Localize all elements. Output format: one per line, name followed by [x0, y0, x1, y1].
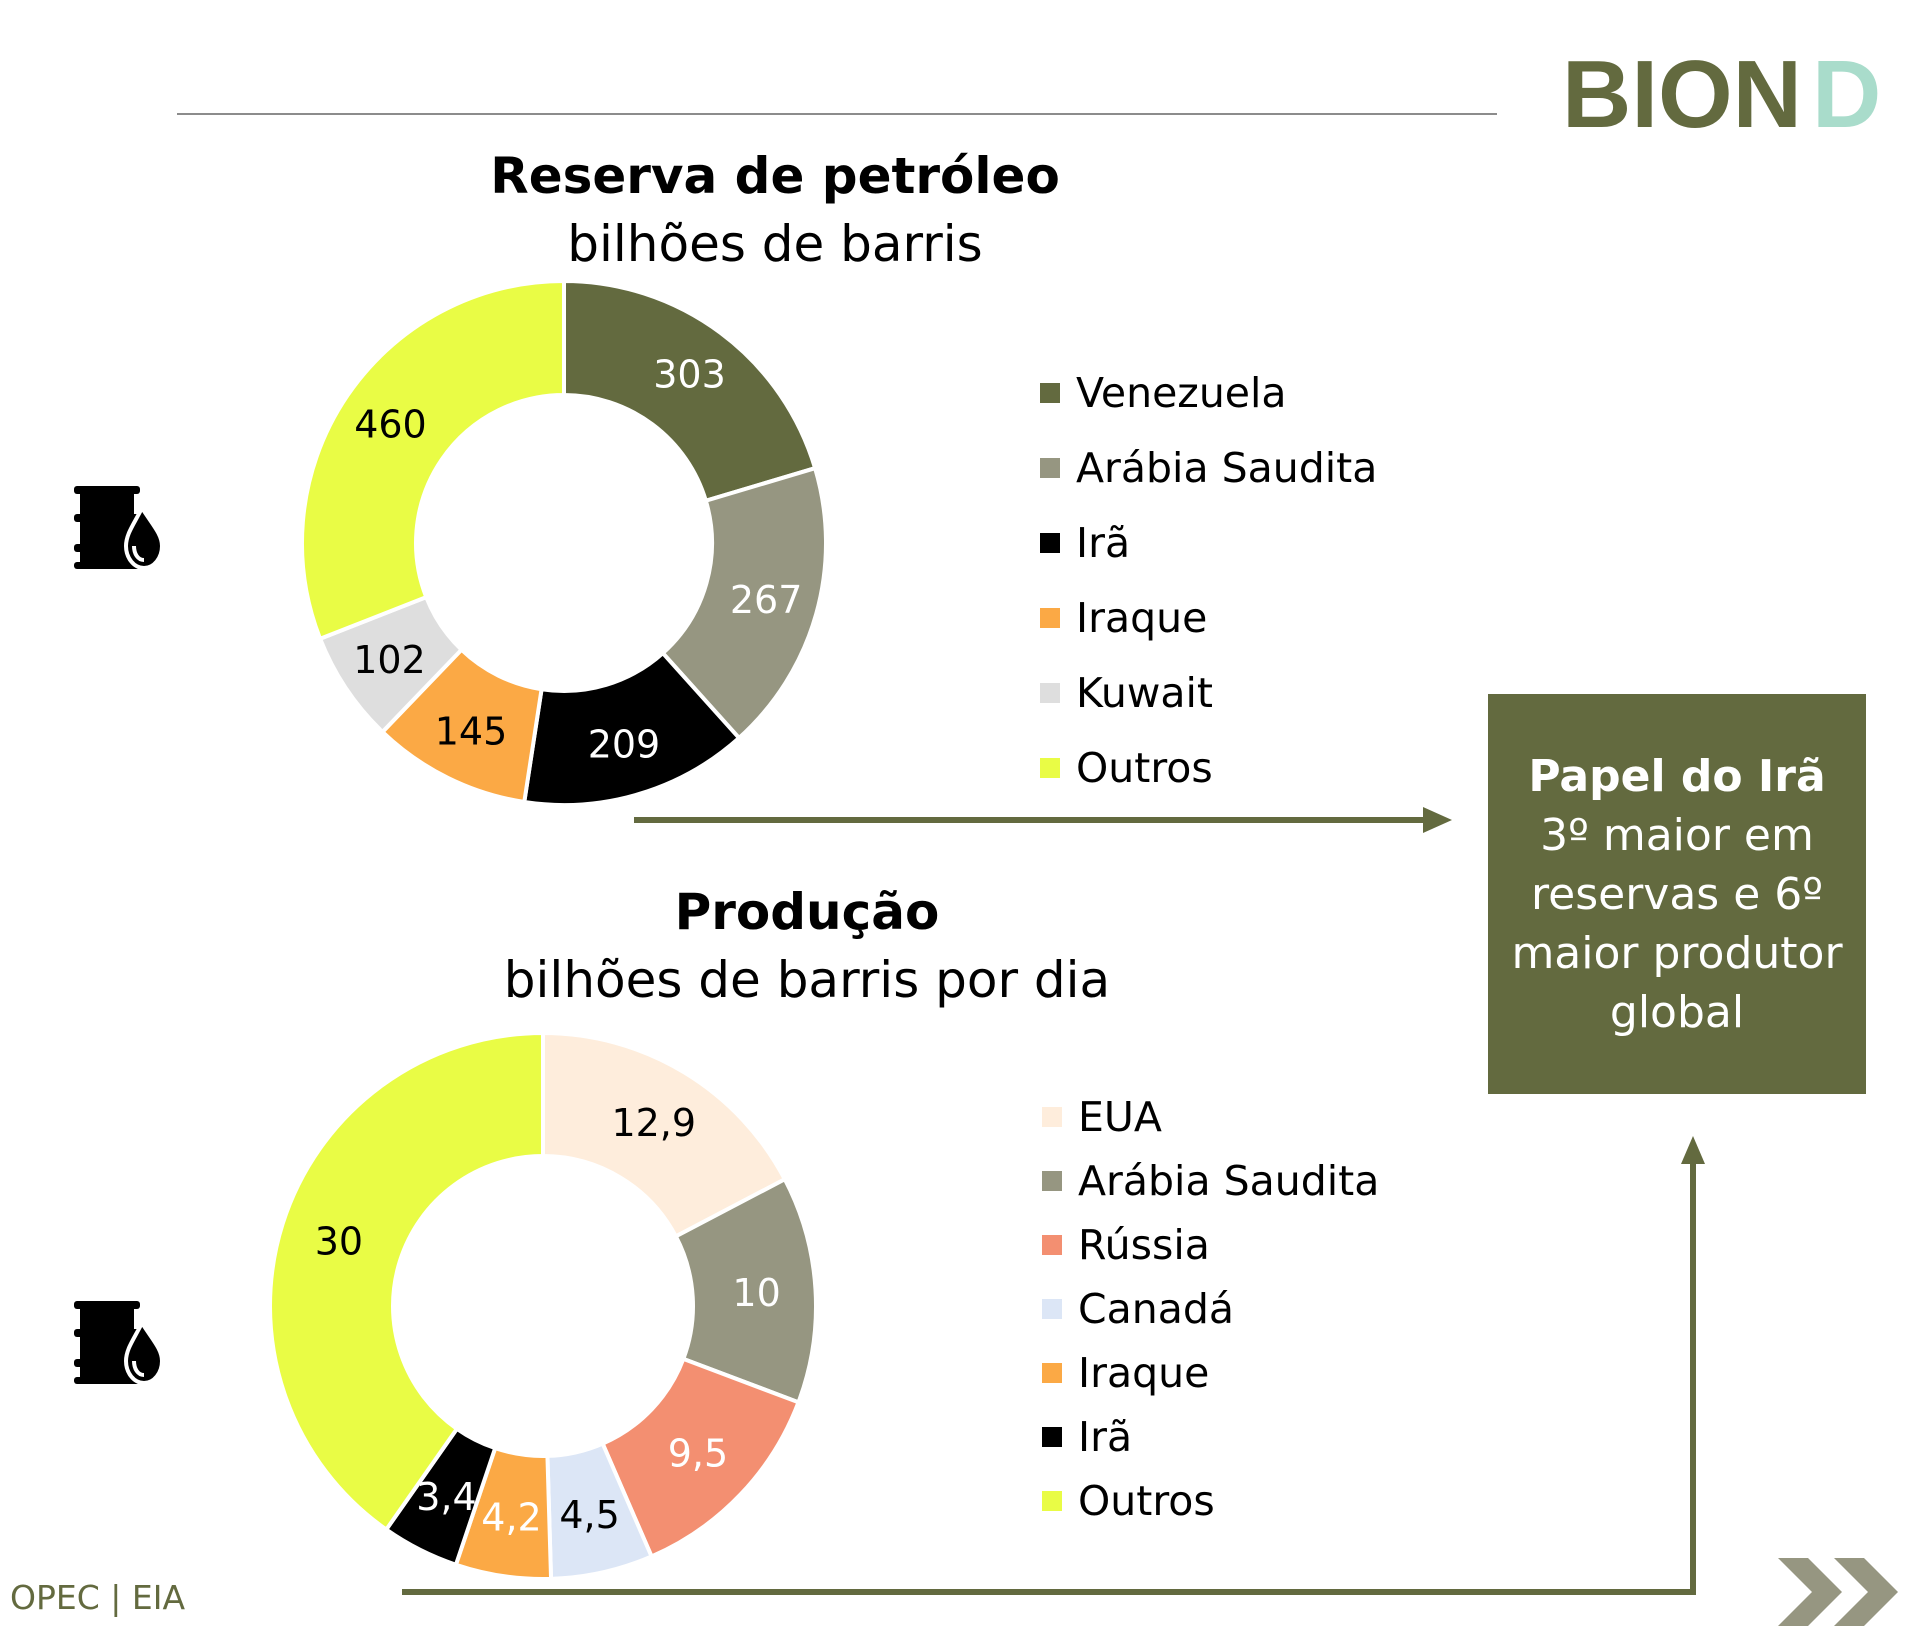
- production-label-arabia-saudita: 10: [732, 1271, 780, 1315]
- logo-text-accent: D: [1812, 41, 1880, 145]
- reserves-slice-outros: [300, 278, 566, 642]
- production-label-outros: 30: [315, 1220, 363, 1264]
- reserves-arrow-head: [1423, 807, 1452, 833]
- legend-label: Irã: [1078, 1413, 1133, 1461]
- biond-logo: BION D: [1562, 41, 1880, 145]
- legend-label: Arábia Saudita: [1078, 1157, 1380, 1205]
- legend-swatch: [1040, 532, 1060, 553]
- production-legend-item-arabia-saudita: Arábia Saudita: [1042, 1149, 1462, 1213]
- legend-label: Outros: [1076, 743, 1213, 792]
- production-arrow-head: [1681, 1136, 1705, 1164]
- reserves-slice-arabia-saudita: [660, 465, 828, 741]
- reserves-label-venezuela: 303: [653, 353, 726, 397]
- legend-swatch: [1042, 1107, 1062, 1127]
- production-legend-item-iraque: Iraque: [1042, 1341, 1462, 1405]
- callout-body: 3º maior em reservas e 6º maior produtor…: [1511, 809, 1843, 1038]
- legend-swatch: [1042, 1299, 1062, 1319]
- reserves-legend-item-ira: Irã: [1040, 505, 1460, 580]
- production-label-eua: 12,9: [611, 1101, 696, 1145]
- production-label-iraque: 4,2: [481, 1496, 541, 1540]
- reserves-slice-venezuela: [562, 278, 818, 504]
- reserves-label-iraque: 145: [435, 709, 508, 753]
- legend-label: Iraque: [1076, 593, 1208, 642]
- reserves-chart-subtitle: bilhões de barris: [567, 215, 983, 273]
- production-legend-item-russia: Rússia: [1042, 1213, 1462, 1277]
- production-legend-item-canada: Canadá: [1042, 1277, 1462, 1341]
- reserves-label-arabia-saudita: 267: [730, 578, 803, 622]
- production-legend-item-eua: EUA: [1042, 1085, 1462, 1149]
- production-donut-chart: 12,9 10 9,5 4,5 4,23,4 30: [268, 1030, 818, 1581]
- legend-label: Venezuela: [1076, 368, 1287, 417]
- reserves-legend-item-venezuela: Venezuela: [1040, 355, 1460, 430]
- production-legend: EUA Arábia Saudita Rússia Canadá Iraque Irã Ou…: [1042, 1085, 1462, 1533]
- production-chart-title: Produção: [674, 883, 940, 941]
- legend-swatch: [1040, 382, 1060, 403]
- reserves-label-outros: 460: [354, 403, 427, 447]
- oil-barrel-icon: [70, 480, 166, 571]
- legend-label: EUA: [1078, 1093, 1162, 1141]
- callout-title: Papel do Irã: [1528, 750, 1826, 802]
- production-legend-item-ira: Irã: [1042, 1405, 1462, 1469]
- legend-label: Irã: [1076, 518, 1131, 567]
- production-legend-item-outros: Outros: [1042, 1469, 1462, 1533]
- legend-label: Outros: [1078, 1477, 1215, 1525]
- legend-swatch: [1042, 1171, 1062, 1191]
- legend-swatch: [1042, 1235, 1062, 1255]
- legend-label: Canadá: [1078, 1285, 1235, 1333]
- legend-label: Rússia: [1078, 1221, 1210, 1269]
- reserves-legend-item-arabia-saudita: Arábia Saudita: [1040, 430, 1460, 505]
- legend-swatch: [1042, 1427, 1062, 1447]
- reserves-chart-title: Reserva de petróleo: [490, 147, 1060, 205]
- reserves-legend: Venezuela Arábia Saudita Irã Iraque Kuwait Ou…: [1040, 355, 1460, 805]
- legend-swatch: [1040, 457, 1060, 478]
- reserves-label-kuwait: 102: [353, 638, 426, 682]
- production-label-russia: 9,5: [668, 1432, 728, 1476]
- header-divider: [177, 113, 1497, 115]
- source-note: OPEC | EIA: [10, 1578, 186, 1617]
- legend-swatch: [1042, 1363, 1062, 1383]
- legend-label: Arábia Saudita: [1076, 443, 1378, 492]
- reserves-slice-ira: [521, 650, 742, 807]
- reserves-legend-item-outros: Outros: [1040, 730, 1460, 805]
- legend-swatch: [1040, 682, 1060, 703]
- production-label-ira: 3,4: [416, 1475, 476, 1519]
- production-label-canada: 4,5: [559, 1493, 619, 1537]
- production-chart-subtitle: bilhões de barris por dia: [503, 951, 1111, 1009]
- legend-swatch: [1040, 757, 1060, 778]
- oil-barrel-icon: [70, 1295, 166, 1386]
- logo-text-main: BION: [1562, 41, 1802, 145]
- reserves-label-ira: 209: [588, 722, 661, 766]
- reserves-legend-item-kuwait: Kuwait: [1040, 655, 1460, 730]
- legend-label: Iraque: [1078, 1349, 1210, 1397]
- legend-swatch: [1040, 607, 1060, 628]
- legend-swatch: [1042, 1491, 1062, 1511]
- iran-role-callout: Papel do Irã 3º maior em reservas e 6º m…: [1488, 694, 1866, 1094]
- production-slice-outros: [268, 1030, 545, 1533]
- reserves-legend-item-iraque: Iraque: [1040, 580, 1460, 655]
- legend-label: Kuwait: [1076, 668, 1213, 717]
- double-chevron-right-icon[interactable]: [1778, 1558, 1906, 1626]
